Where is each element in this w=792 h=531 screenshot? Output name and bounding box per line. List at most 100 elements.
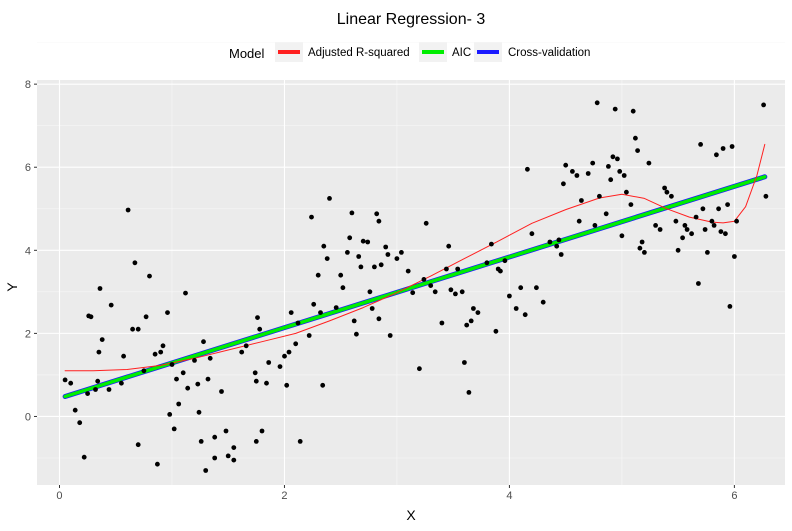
data-point [253, 439, 259, 444]
data-point [180, 370, 186, 376]
data-point [243, 343, 249, 349]
data-point [77, 420, 83, 426]
data-point [585, 171, 591, 176]
data-point [711, 223, 717, 228]
x-tick-label: 6 [731, 490, 737, 502]
data-point [507, 293, 512, 299]
data-point [239, 349, 245, 355]
data-point [698, 142, 703, 147]
data-point [167, 412, 173, 417]
data-point [376, 316, 382, 322]
data-point [309, 214, 314, 220]
data-point [610, 154, 616, 160]
data-point [374, 211, 380, 217]
data-point [624, 189, 629, 195]
data-point [315, 272, 321, 278]
data-point [212, 434, 218, 440]
data-point [88, 314, 94, 320]
data-point [223, 428, 229, 434]
data-point [93, 387, 98, 392]
data-point [518, 285, 524, 291]
data-point [367, 289, 373, 295]
data-point [231, 445, 237, 450]
data-point [174, 376, 179, 382]
data-point [378, 262, 384, 268]
data-point [85, 391, 90, 396]
data-point [657, 227, 663, 232]
data-point [135, 442, 141, 448]
data-point [455, 266, 461, 272]
series-line-aic [63, 175, 767, 399]
data-point [529, 231, 535, 237]
data-point [563, 162, 569, 168]
data-point [439, 320, 445, 326]
data-point [709, 218, 715, 224]
data-point [525, 166, 530, 172]
data-point [141, 368, 147, 374]
data-point [356, 254, 362, 259]
legend: Model Adjusted R-squared AIC Cross-valid… [229, 42, 590, 62]
data-point [554, 243, 560, 249]
data-point [155, 461, 160, 467]
data-point [97, 286, 103, 291]
data-point [198, 439, 204, 444]
data-point [727, 304, 733, 309]
data-point [718, 229, 724, 235]
data-point [621, 173, 627, 178]
data-point [606, 164, 611, 169]
y-tick-label: 4 [25, 245, 31, 257]
data-point [130, 326, 136, 332]
data-point [160, 343, 166, 349]
y-tick-label: 0 [25, 411, 31, 423]
data-point [158, 349, 164, 355]
data-point [612, 106, 618, 112]
data-point [277, 364, 283, 369]
data-point [297, 439, 303, 444]
data-point [121, 353, 126, 359]
data-point [231, 457, 237, 463]
data-point [383, 244, 389, 250]
data-point [498, 268, 503, 274]
data-point [453, 291, 458, 297]
data-point [205, 376, 211, 382]
data-point [489, 241, 494, 247]
data-point [385, 252, 391, 257]
data-point [628, 202, 634, 208]
data-point [358, 264, 364, 270]
data-point [108, 302, 114, 308]
legend-label: AIC [452, 47, 471, 59]
data-point [295, 320, 301, 326]
data-point [576, 218, 582, 224]
data-point [466, 390, 472, 395]
data-point [365, 239, 371, 245]
data-point [432, 289, 438, 295]
legend-item-aic: AIC [419, 42, 471, 62]
data-point [266, 360, 272, 365]
data-point [345, 250, 350, 255]
data-point [689, 231, 694, 237]
data-point [259, 428, 265, 434]
data-point [369, 306, 375, 311]
data-point [387, 333, 393, 338]
data-point [318, 310, 323, 315]
data-point [592, 223, 598, 228]
data-point [284, 382, 290, 388]
data-point [394, 256, 400, 261]
data-point [594, 100, 600, 106]
data-point [561, 181, 566, 187]
data-point [252, 370, 258, 376]
data-point [484, 260, 490, 266]
data-point [201, 339, 206, 345]
data-point [95, 378, 101, 384]
data-point [558, 252, 564, 257]
data-point [534, 285, 539, 291]
data-point [338, 272, 344, 278]
data-point [125, 207, 131, 213]
data-point [306, 333, 312, 338]
data-point [603, 211, 609, 217]
data-point [693, 214, 699, 220]
data-point [714, 152, 719, 158]
data-point [630, 108, 636, 114]
x-axis: 0 2 4 6 [56, 485, 737, 502]
